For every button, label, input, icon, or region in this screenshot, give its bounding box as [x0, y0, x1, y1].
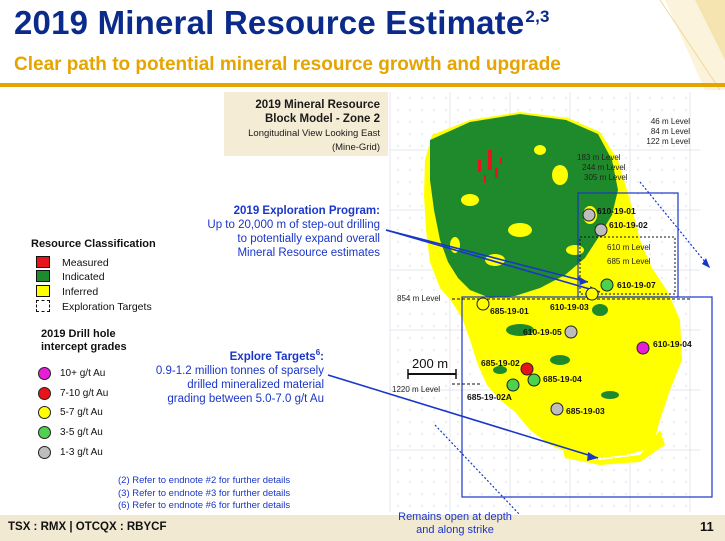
level-854m: 854 m Level — [397, 294, 441, 303]
remains-open-note: Remains open at depth and along strike — [398, 511, 512, 536]
indicated-swatch — [36, 270, 50, 282]
drill-label-685-19-02A: 685-19-02A — [467, 392, 512, 402]
drill-label-685-19-04: 685-19-04 — [543, 374, 582, 384]
level-46m: 46 m Level — [651, 117, 690, 126]
grade-dot-icon — [38, 446, 51, 459]
page-number: 11 — [700, 519, 714, 534]
drill-hole-610-19-07 — [600, 278, 614, 292]
measured-resource-zone — [478, 150, 502, 183]
level-305m: 305 m Level — [584, 173, 628, 182]
explore-targets-line3: grading between 5.0-7.0 g/t Au — [167, 392, 324, 405]
grade-dot-icon — [38, 406, 51, 419]
explore-targets-line2: drilled mineralized material — [187, 378, 324, 391]
drill-label-685-19-03: 685-19-03 — [566, 406, 605, 416]
level-183m: 183 m Level — [577, 153, 621, 162]
block-model-title-box: 2019 Mineral Resource Block Model - Zone… — [224, 92, 388, 156]
grade-dot-icon — [38, 367, 51, 380]
endnote-6: (6) Refer to endnote #6 for further deta… — [118, 500, 291, 511]
level-685m: 685 m Level — [607, 257, 651, 266]
explore-targets-annotation: Explore Targets6: 0.9-1.2 million tonnes… — [134, 346, 324, 406]
drill-hole-610-19-05 — [564, 325, 578, 339]
page-subtitle: Clear path to potential mineral resource… — [14, 54, 561, 75]
model-title-line2: Block Model - Zone 2 — [264, 113, 380, 125]
drill-hole-610-19-02 — [594, 223, 608, 237]
grade-dot-icon — [38, 387, 51, 400]
explore-targets-sup: 6 — [315, 348, 321, 357]
title-superscript: 2,3 — [525, 7, 550, 26]
exploration-program-line2: to potentially expand overall — [237, 233, 380, 245]
inferred-swatch — [36, 285, 50, 297]
drill-hole-610-19-03 — [585, 287, 599, 301]
endnotes: (2) Refer to endnote #2 for further deta… — [118, 475, 290, 513]
level-122m: 122 m Level — [646, 137, 690, 146]
drill-hole-685-19-04 — [527, 373, 541, 387]
drill-label-610-19-01: 610-19-01 — [597, 206, 636, 216]
model-grid-line: (Mine-Grid) — [331, 142, 380, 153]
drill-hole-610-19-01 — [582, 208, 596, 222]
page-title: 2019 Mineral Resource Estimate2,3 — [14, 4, 550, 41]
drill-label-610-19-04: 610-19-04 — [653, 339, 692, 349]
scale-bar-label: 200 m — [412, 356, 448, 371]
footer-bar — [0, 515, 725, 541]
drill-hole-685-19-03 — [550, 402, 564, 416]
endnote-3: (3) Refer to endnote #3 for further deta… — [118, 487, 291, 499]
level-610m: 610 m Level — [607, 243, 651, 252]
level-1220m: 1220 m Level — [392, 385, 440, 394]
drill-legend-title: 2019 Drill hole intercept grades — [41, 328, 127, 353]
drill-hole-685-19-02A — [506, 378, 520, 392]
exploration-program-line1: Up to 20,000 m of step-out drilling — [207, 219, 380, 231]
exploration-program-annotation: 2019 Exploration Program: Up to 20,000 m… — [196, 204, 380, 260]
exploration-targets-swatch — [36, 300, 50, 312]
drill-label-610-19-03: 610-19-03 — [550, 302, 589, 312]
explore-targets-line1: 0.9-1.2 million tonnes of sparsely — [155, 364, 324, 377]
level-244m: 244 m Level — [582, 163, 626, 172]
drill-label-610-19-05: 610-19-05 — [523, 327, 562, 337]
drill-hole-685-19-02 — [520, 362, 534, 376]
measured-swatch — [36, 256, 50, 268]
grade-dot-icon — [38, 426, 51, 439]
drill-label-685-19-02: 685-19-02 — [481, 358, 520, 368]
drill-label-610-19-02: 610-19-02 — [609, 220, 648, 230]
header-divider — [0, 83, 725, 87]
level-84m: 84 m Level — [651, 127, 690, 136]
model-view-line: Longitudinal View Looking East — [248, 128, 380, 139]
exploration-program-line3: Mineral Resource estimates — [237, 247, 380, 259]
corner-decoration — [659, 0, 725, 90]
model-title-line1: 2019 Mineral Resource — [255, 99, 380, 111]
drill-label-685-19-01: 685-19-01 — [490, 306, 529, 316]
drill-label-610-19-07: 610-19-07 — [617, 280, 656, 290]
exploration-program-heading: 2019 Exploration Program: — [233, 205, 380, 217]
explore-targets-heading: Explore Targets — [229, 350, 316, 363]
resource-legend-title: Resource Classification — [31, 238, 156, 250]
ticker-symbols: TSX : RMX | OTCQX : RBYCF — [8, 521, 167, 533]
endnote-2: (2) Refer to endnote #2 for further deta… — [118, 475, 291, 486]
drill-hole-610-19-04 — [636, 341, 650, 355]
drill-hole-685-19-01 — [476, 297, 490, 311]
